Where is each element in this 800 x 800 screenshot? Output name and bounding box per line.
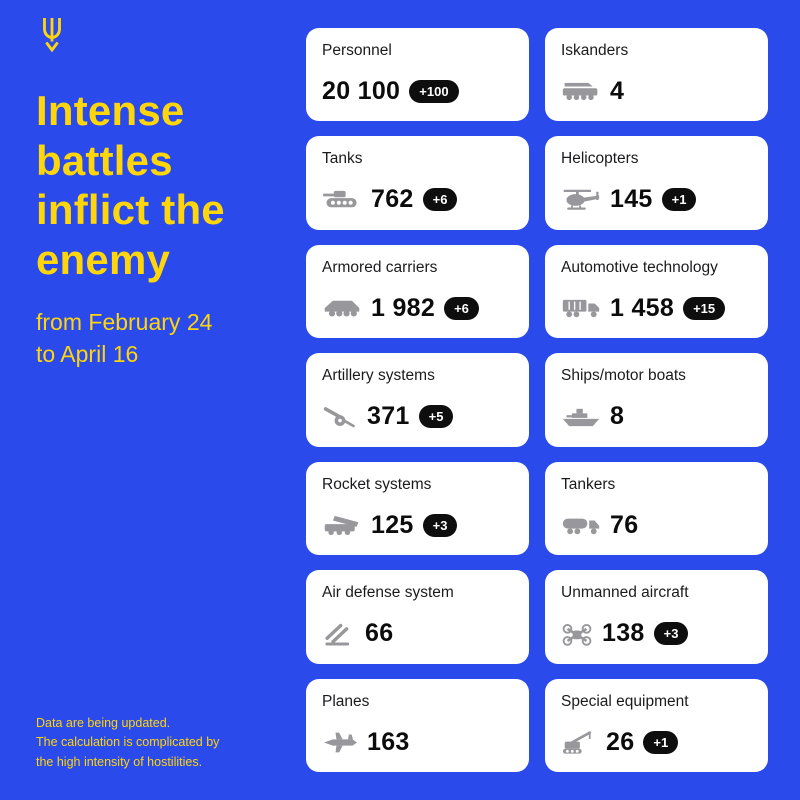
delta-badge: +1 xyxy=(661,188,697,212)
page-title: Intense battles inflict the enemy xyxy=(36,87,225,283)
stat-value: 1 982 xyxy=(371,293,436,322)
delta-badge: +5 xyxy=(418,405,454,429)
stat-card-helicopters: Helicopters 145 +1 xyxy=(545,136,768,230)
drone-icon xyxy=(561,621,593,647)
stat-label: Planes xyxy=(322,692,370,710)
apc-icon xyxy=(322,296,362,320)
artillery-icon xyxy=(322,405,358,429)
stat-value: 8 xyxy=(610,402,625,431)
crane-icon xyxy=(561,730,597,755)
delta-badge: +3 xyxy=(653,622,689,646)
stat-value: 26 xyxy=(606,727,635,756)
stat-card-armored-carriers: Armored carriers 1 982 +6 xyxy=(306,244,529,339)
air-defense-icon xyxy=(322,622,356,646)
stat-label: Tankers xyxy=(561,475,616,493)
delta-badge: +1 xyxy=(643,730,679,754)
stat-value: 66 xyxy=(365,619,394,648)
stat-value: 4 xyxy=(610,76,625,105)
stat-label: Unmanned aircraft xyxy=(561,584,689,602)
stat-value: 163 xyxy=(367,727,410,756)
stat-value: 762 xyxy=(371,185,414,214)
stat-card-tankers: Tankers 76 xyxy=(545,461,768,556)
stat-card-planes: Planes 163 xyxy=(306,678,529,772)
delta-badge: +100 xyxy=(409,79,459,103)
helicopter-icon xyxy=(561,188,601,212)
stat-label: Special equipment xyxy=(561,692,689,710)
stat-value: 20 100 xyxy=(322,76,401,105)
stat-label: Artillery systems xyxy=(322,367,435,385)
stat-card-tanks: Tanks 762 +6 xyxy=(306,136,529,230)
stat-value: 145 xyxy=(610,185,653,214)
stat-card-unmanned-aircraft: Unmanned aircraft 138 +3 xyxy=(545,570,768,664)
missile-truck-icon xyxy=(561,80,601,102)
stat-value: 138 xyxy=(602,619,645,648)
stat-value: 1 458 xyxy=(610,293,675,322)
footnote: Data are being updated. The calculation … xyxy=(36,716,220,769)
ukraine-trident-logo xyxy=(36,14,68,59)
stat-value: 76 xyxy=(610,510,639,539)
delta-badge: +6 xyxy=(444,296,479,320)
stat-label: Iskanders xyxy=(561,42,629,59)
stat-card-artillery-systems: Artillery systems 371 +5 xyxy=(306,353,529,447)
ship-icon xyxy=(561,406,601,428)
mlrs-icon xyxy=(322,513,362,537)
jet-icon xyxy=(322,730,358,755)
date-range: from February 24 to April 16 xyxy=(36,309,213,368)
stat-card-personnel: Personnel 20 100 +100 xyxy=(306,28,529,122)
stat-card-iskanders: Iskanders 4 xyxy=(545,28,768,122)
delta-badge: +6 xyxy=(422,188,458,212)
stat-label: Personnel xyxy=(322,42,392,59)
stat-value: 371 xyxy=(367,402,410,431)
stat-label: Armored carriers xyxy=(322,258,438,276)
stat-label: Helicopters xyxy=(561,150,639,168)
stat-card-air-defense: Air defense system 66 xyxy=(306,570,529,664)
delta-badge: +15 xyxy=(683,296,726,320)
stat-label: Automotive technology xyxy=(561,258,718,276)
stat-card-ships: Ships/motor boats 8 xyxy=(545,353,768,447)
stat-label: Rocket systems xyxy=(322,475,432,493)
truck-icon xyxy=(561,296,601,320)
stat-label: Tanks xyxy=(322,150,363,168)
stat-value: 125 xyxy=(371,510,414,539)
stat-label: Ships/motor boats xyxy=(561,367,686,385)
stat-label: Air defense system xyxy=(322,584,454,602)
stats-grid: Personnel 20 100 +100 Tanks 762 +6 xyxy=(306,28,768,772)
tank-icon xyxy=(322,188,362,212)
stat-card-automotive-technology: Automotive technology 1 458 +15 xyxy=(545,244,768,339)
stat-card-rocket-systems: Rocket systems 125 +3 xyxy=(306,461,529,556)
tanker-truck-icon xyxy=(561,513,601,537)
delta-badge: +3 xyxy=(422,513,458,537)
stat-card-special-equipment: Special equipment 26 +1 xyxy=(545,678,768,772)
